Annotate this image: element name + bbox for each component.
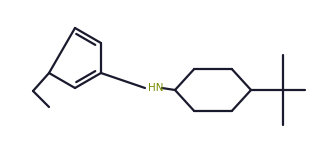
Text: HN: HN — [148, 83, 164, 93]
